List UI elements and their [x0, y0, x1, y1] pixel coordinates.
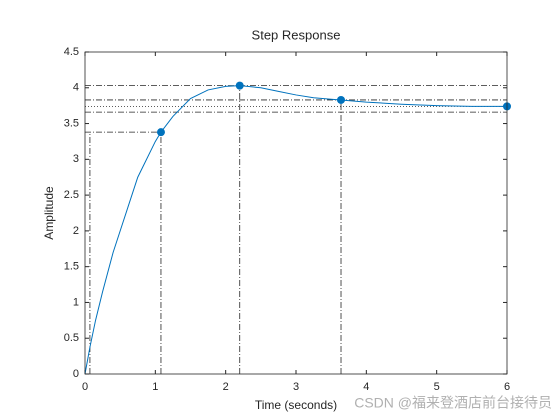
x-tick-label: 3 — [293, 381, 299, 393]
y-tick-label: 2 — [73, 225, 79, 237]
x-tick-label: 5 — [434, 381, 440, 393]
y-tick-label: 0 — [73, 368, 79, 380]
y-tick-label: 2.5 — [64, 189, 79, 201]
y-tick-label: 1.5 — [64, 261, 79, 273]
data-point — [337, 95, 346, 104]
y-axis-label: Amplitude — [42, 186, 56, 240]
line — [84, 85, 507, 375]
x-tick-label: 6 — [504, 381, 510, 393]
y-tick-label: 4.5 — [64, 46, 79, 58]
chart-title: Step Response — [252, 27, 341, 42]
x-tick-label: 2 — [223, 381, 229, 393]
y-tick-label: 0.5 — [64, 332, 79, 344]
x-tick-label: 4 — [363, 381, 369, 393]
y-tick-label: 3 — [73, 153, 79, 165]
y-tick-label: 1 — [73, 296, 79, 308]
y-tick-label: 3.5 — [64, 117, 79, 129]
x-tick-label: 0 — [82, 381, 88, 393]
y-tick-label: 4 — [73, 82, 79, 94]
x-tick-label: 1 — [152, 381, 158, 393]
data-point — [156, 128, 165, 137]
axes-box — [84, 51, 508, 375]
watermark: CSDN @福来登酒店前台接待员 — [354, 395, 552, 411]
data-point — [235, 81, 244, 90]
x-axis-label: Time (seconds) — [255, 398, 337, 412]
